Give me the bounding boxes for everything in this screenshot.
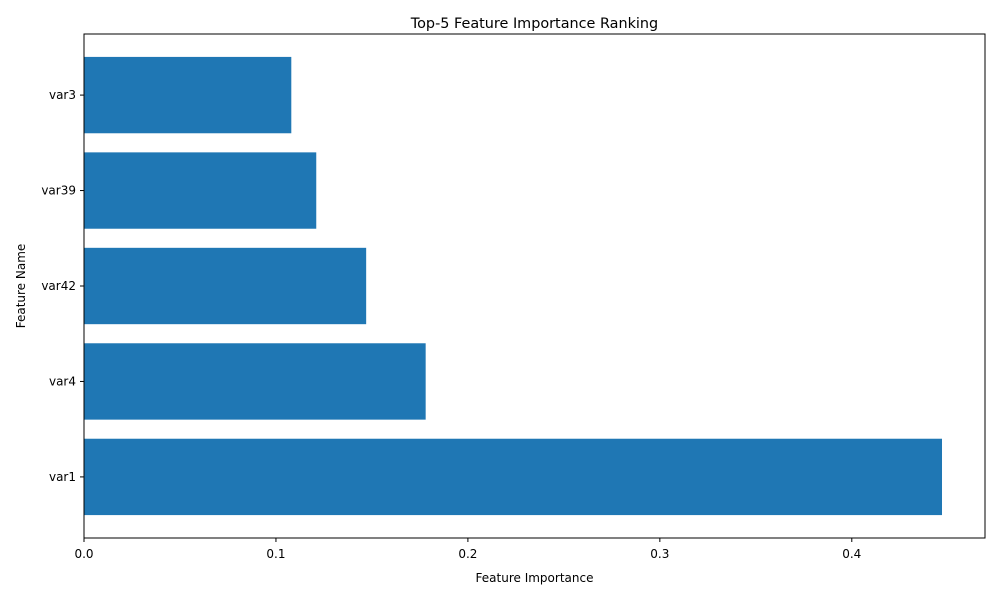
bar-var39 (84, 152, 317, 229)
y-tick-label-var42: var42 (41, 279, 76, 293)
bar-var3 (84, 56, 292, 134)
x-tick-label: 0.4 (842, 547, 861, 561)
y-tick-label-var39: var39 (41, 184, 76, 198)
x-axis-ticks: 0.0 0.1 0.2 0.3 0.4 (74, 538, 861, 561)
x-axis-label: Feature Importance (476, 571, 594, 585)
chart-title: Top-5 Feature Importance Ranking (410, 16, 658, 32)
y-tick-label-var3: var3 (49, 88, 76, 102)
x-tick-label: 0.2 (458, 547, 477, 561)
plot-frame (83, 33, 986, 539)
y-tick-label-var1: var1 (49, 470, 76, 484)
bar-var4 (84, 343, 426, 420)
x-tick-label: 0.3 (650, 547, 669, 561)
x-tick-label: 0.0 (74, 547, 93, 561)
bar-var1 (84, 438, 943, 516)
bars-layer (84, 56, 943, 516)
y-tick-label-var4: var4 (49, 374, 76, 388)
y-axis-ticks: var1 var4 var42 var39 var3 (41, 88, 84, 484)
bar-var42 (84, 247, 367, 325)
y-axis-label: Feature Name (14, 244, 28, 329)
x-tick-label: 0.1 (266, 547, 285, 561)
